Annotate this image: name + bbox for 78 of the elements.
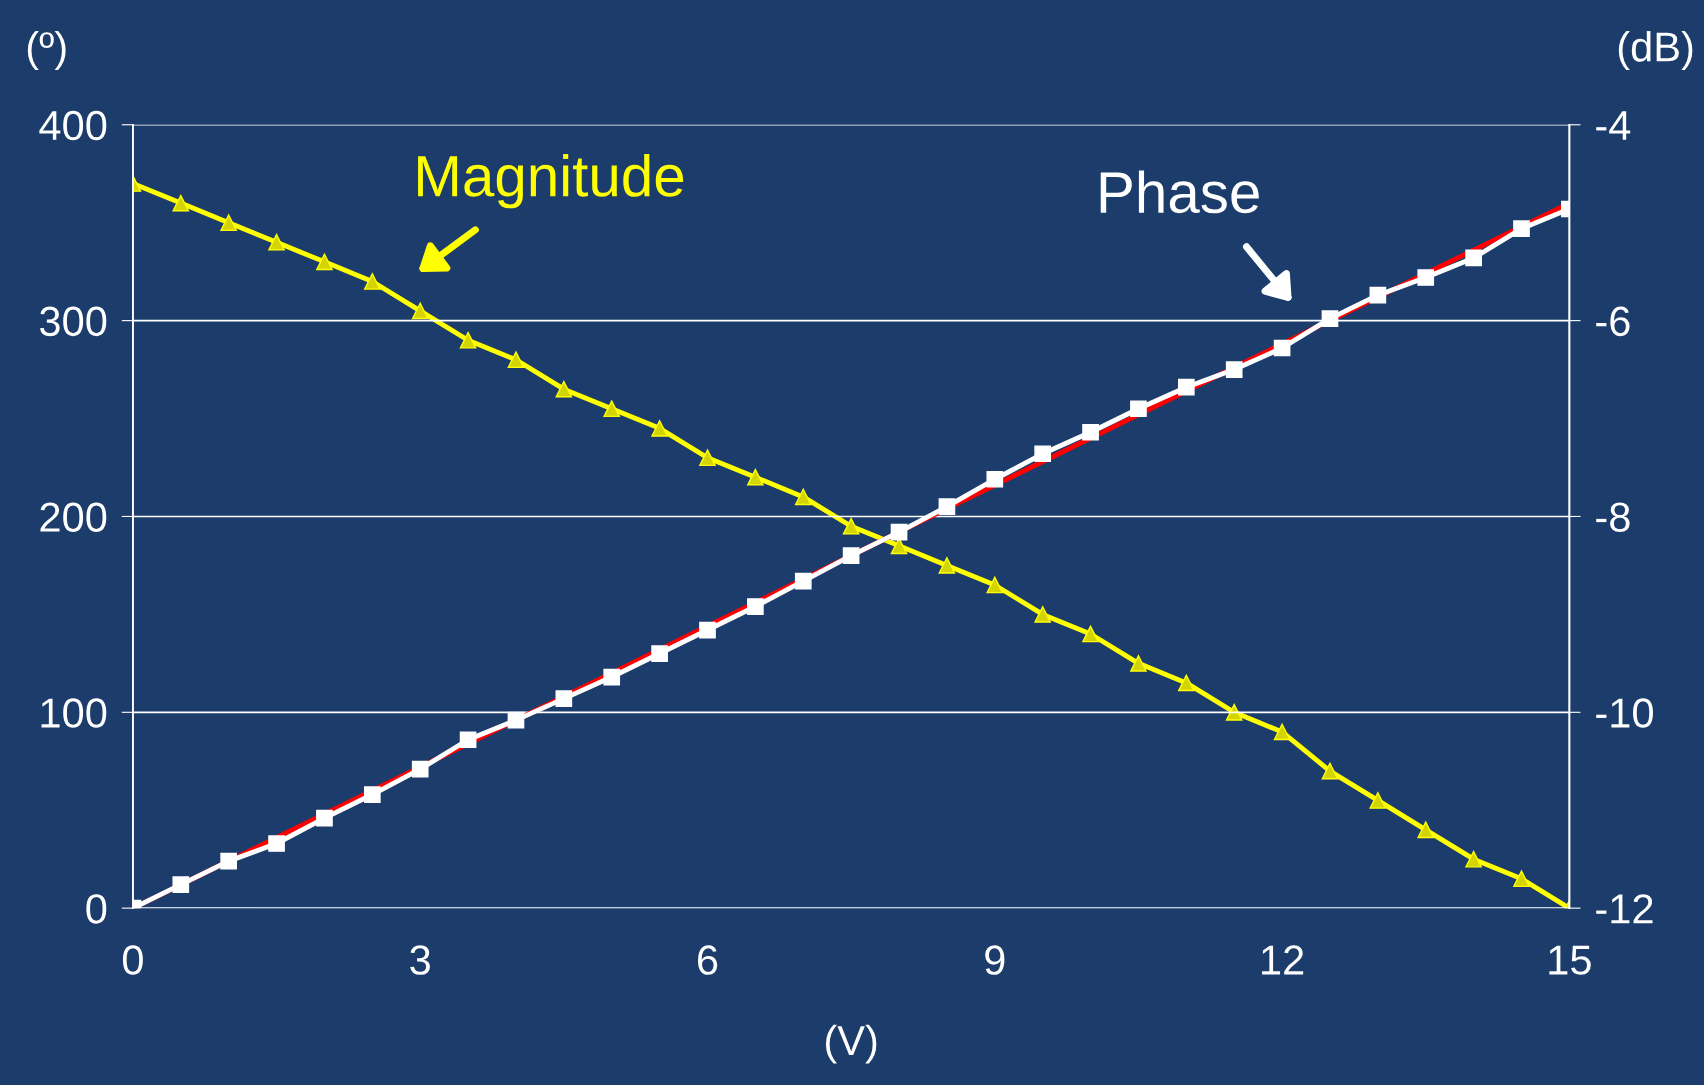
point (1130, 655, 1147, 672)
point (986, 576, 1004, 594)
point (747, 468, 764, 486)
point (699, 449, 716, 467)
y-tick-label: 400 (39, 110, 107, 141)
x-tick-label: 9 (985, 945, 1005, 975)
x-tick-label: 0 (122, 945, 143, 975)
point (555, 380, 573, 398)
y2-tick-label: -12 (1596, 894, 1653, 924)
annotation: Magnitude (418, 153, 684, 209)
x-axis-title: (V) (825, 1024, 877, 1064)
y2-tick-label: -4 (1596, 111, 1631, 140)
point (1417, 269, 1435, 286)
point (794, 572, 812, 590)
point (842, 547, 860, 564)
y-tick-label: 100 (41, 698, 107, 728)
y2-tick-label: -10 (1596, 698, 1653, 728)
point (1177, 674, 1195, 692)
point (1369, 792, 1387, 809)
point (651, 419, 668, 437)
point (1465, 249, 1482, 267)
point (1513, 870, 1530, 888)
point (794, 488, 812, 506)
point (1177, 378, 1195, 396)
point (1273, 339, 1291, 357)
point (555, 690, 573, 707)
point (316, 809, 333, 827)
point (603, 668, 621, 686)
point (603, 400, 621, 418)
point (986, 470, 1004, 488)
point (1225, 703, 1243, 721)
point (1465, 850, 1482, 868)
point (220, 214, 238, 232)
x-tick-label: 3 (410, 945, 430, 975)
point (651, 645, 668, 662)
point (1082, 625, 1099, 643)
point (938, 557, 956, 574)
point (220, 852, 238, 870)
point (459, 731, 477, 749)
y-tick-label: 200 (40, 502, 107, 532)
y-tick-label: 300 (39, 306, 107, 337)
x-tick-label: 12 (1262, 945, 1304, 975)
y2-tick-label: -8 (1596, 502, 1630, 532)
point (1130, 400, 1147, 418)
point (747, 598, 764, 615)
point (507, 351, 525, 369)
x-tick-label: 6 (698, 945, 718, 975)
point (1034, 445, 1052, 463)
point (507, 711, 525, 729)
point (268, 233, 285, 251)
point (363, 786, 381, 803)
point (1225, 361, 1243, 378)
point (363, 273, 381, 290)
point (1321, 762, 1339, 780)
x-tick-label: 15 (1549, 945, 1591, 975)
point (1417, 821, 1435, 839)
point (1513, 220, 1530, 237)
point (411, 302, 429, 320)
point (890, 523, 908, 541)
point (172, 194, 190, 212)
point (699, 621, 716, 639)
point (1082, 423, 1099, 441)
point (1321, 310, 1339, 327)
point (459, 331, 477, 349)
point (1369, 286, 1387, 304)
point (938, 498, 956, 516)
point (1273, 723, 1291, 741)
point (842, 517, 860, 535)
annotation: Phase (1100, 170, 1259, 214)
point (268, 835, 285, 852)
y-axis-title: (º) (27, 31, 66, 70)
point (411, 760, 429, 778)
y-tick-label: 0 (86, 894, 107, 924)
point (316, 253, 333, 271)
point (1034, 606, 1052, 623)
y2-tick-label: -6 (1596, 306, 1630, 337)
y2-axis-title: (dB) (1618, 31, 1693, 70)
point (172, 876, 190, 893)
